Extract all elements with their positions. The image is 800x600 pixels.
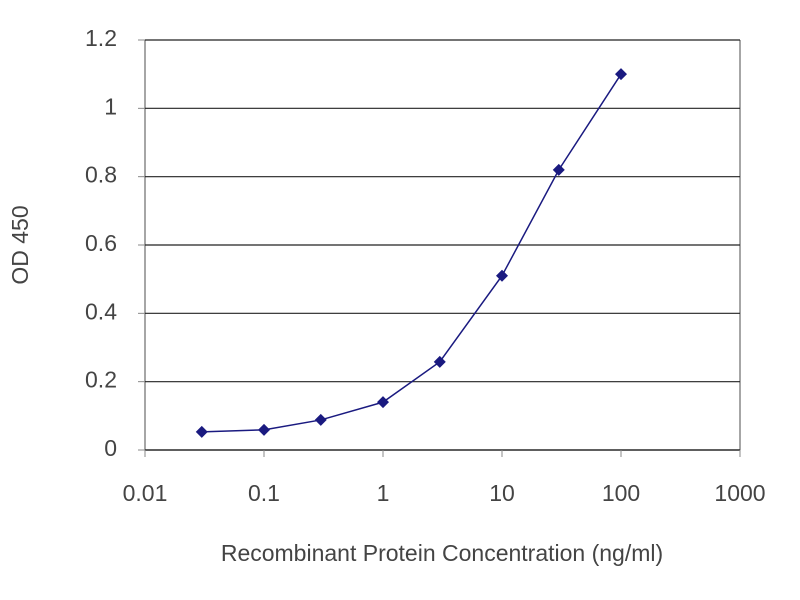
x-tick-label: 10 bbox=[489, 480, 515, 506]
data-point bbox=[552, 163, 565, 176]
data-point bbox=[258, 423, 270, 436]
data-line bbox=[201, 73, 622, 433]
y-tick-label: 0.8 bbox=[85, 162, 117, 188]
y-tick-label: 0.2 bbox=[85, 367, 117, 393]
y-axis-title: OD 450 bbox=[7, 205, 33, 284]
y-tick-label: 1 bbox=[104, 93, 117, 119]
x-axis-title: Recombinant Protein Concentration (ng/ml… bbox=[221, 540, 663, 566]
data-point bbox=[496, 269, 508, 282]
data-point bbox=[615, 68, 627, 81]
data-point bbox=[433, 355, 446, 368]
x-tick-label: 100 bbox=[602, 480, 640, 506]
data-point bbox=[195, 425, 208, 438]
x-tick-label: 1000 bbox=[714, 480, 765, 506]
x-tick-label: 0.1 bbox=[248, 480, 280, 506]
y-tick-label: 0 bbox=[104, 435, 117, 461]
x-tick-label: 0.01 bbox=[123, 480, 168, 506]
x-tick-label: 1 bbox=[377, 480, 390, 506]
y-tick-label: 0.4 bbox=[85, 298, 117, 324]
y-tick-label: 0.6 bbox=[85, 230, 117, 256]
y-tick-label: 1.2 bbox=[85, 25, 117, 51]
data-point bbox=[377, 396, 389, 409]
data-point bbox=[314, 413, 327, 426]
